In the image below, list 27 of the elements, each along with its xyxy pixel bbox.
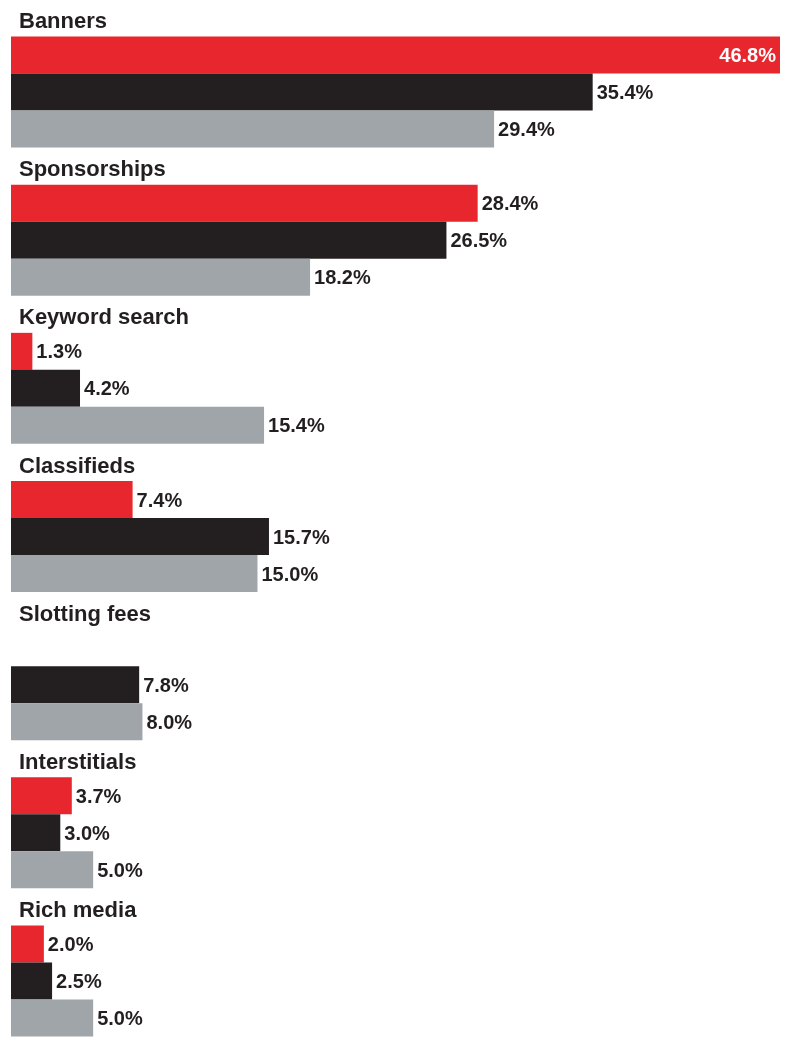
y-tick-label: Banners — [19, 8, 108, 34]
y-tick-label: Classifieds — [19, 452, 136, 478]
data-label: 28.4% — [481, 192, 539, 215]
y-tick-label: Rich media — [19, 896, 138, 922]
data-label: 46.8% — [719, 44, 777, 67]
data-label: 35.4% — [596, 81, 654, 104]
data-label: 5.0% — [97, 858, 143, 881]
data-label: 3.0% — [64, 821, 111, 844]
data-label: 2.5% — [56, 969, 102, 992]
data-label: 2.0% — [47, 932, 94, 955]
data-label: 7.8% — [143, 673, 189, 696]
data-label: 8.0% — [146, 710, 193, 733]
data-label: 5.0% — [97, 1006, 143, 1029]
data-label: 29.4% — [498, 118, 556, 141]
data-label: 26.5% — [450, 229, 508, 252]
data-label: 4.2% — [84, 377, 130, 400]
data-label: 15.4% — [268, 414, 325, 437]
data-label: 1.3% — [36, 340, 83, 363]
y-tick-label: Keyword search — [19, 304, 189, 330]
y-tick-label: Interstitials — [19, 748, 137, 774]
data-label: 18.2% — [314, 266, 371, 289]
y-tick-label: Slotting fees — [19, 600, 152, 626]
y-tick-label: Sponsorships — [19, 156, 166, 182]
data-label: 15.0% — [261, 562, 319, 585]
data-label: 3.7% — [75, 784, 122, 807]
data-label: 15.7% — [272, 525, 330, 548]
data-label: 7.4% — [136, 488, 183, 511]
